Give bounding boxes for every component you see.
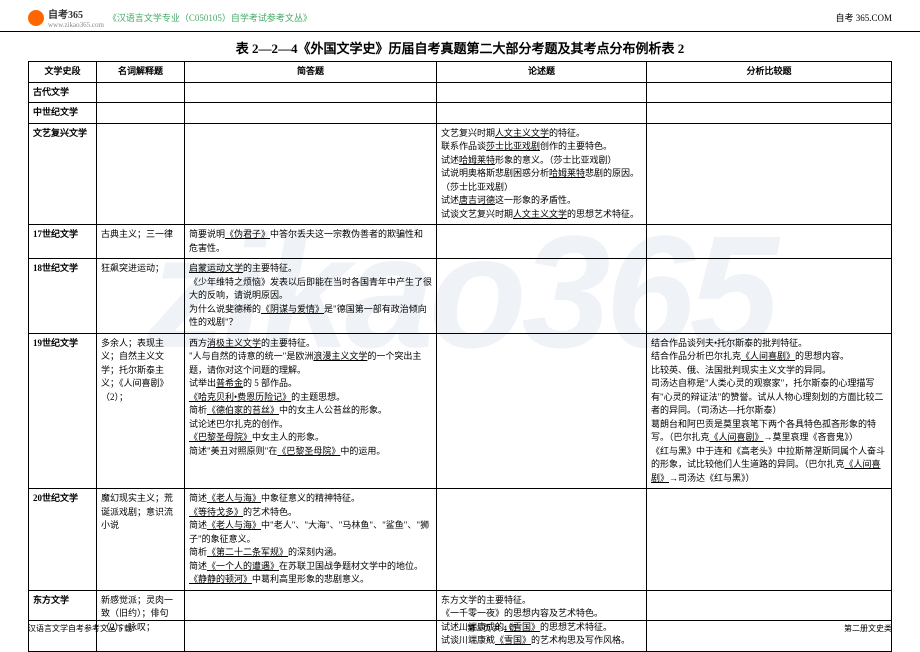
- col-header-3: 论述题: [437, 62, 647, 83]
- page-header: 自考365 www.zikao365.com 《汉语言文学专业（C050105）…: [0, 0, 920, 32]
- cell-terms: [97, 123, 185, 225]
- row-label: 20世纪文学: [29, 489, 97, 591]
- cell-compare: [647, 225, 892, 259]
- cell-compare: 结合作品谈列夫•托尔斯泰的批判特征。结合作品分析巴尔扎克《人间喜剧》的思想内容。…: [647, 333, 892, 489]
- cell-short: [185, 82, 437, 103]
- cell-short: 西方消极主义文学的主要特征。"人与自然的诗意的统一"是欧洲浪漫主义文学的一个突出…: [185, 333, 437, 489]
- main-title: 表 2—2—4《外国文学史》历届自考真题第二大部分考题及其考点分布例析表 2: [0, 32, 920, 61]
- cell-terms: [97, 103, 185, 124]
- header-right: 自考 365.COM: [835, 11, 892, 24]
- logo-area: 自考365 www.zikao365.com 《汉语言文学专业（C050105）…: [28, 6, 312, 29]
- table-row: 18世纪文学狂飙突进运动；启蒙运动文学的主要特征。《少年维特之烦恼》发表以后即能…: [29, 259, 892, 334]
- footer-right: 第二册文史类: [844, 623, 892, 643]
- logo-icon: [28, 10, 44, 26]
- cell-terms: 魔幻现实主义；荒诞派戏剧；意识流小说: [97, 489, 185, 591]
- cell-terms: 狂飙突进运动；: [97, 259, 185, 334]
- cell-essay: [437, 103, 647, 124]
- logo-text-wrap: 自考365 www.zikao365.com: [48, 6, 104, 29]
- footer-left: 汉语言文学自考参考文丛下载: [28, 623, 132, 643]
- logo-text: 自考365: [48, 10, 83, 21]
- row-label: 19世纪文学: [29, 333, 97, 489]
- table-row: 古代文学: [29, 82, 892, 103]
- cell-short: [185, 103, 437, 124]
- cell-essay: 文艺复兴时期人文主义文学的特征。联系作品谈莎士比亚戏剧创作的主要特色。试述哈姆莱…: [437, 123, 647, 225]
- cell-terms: 多余人；表现主义；自然主义文学；托尔斯泰主义；《人间喜剧》（2）；: [97, 333, 185, 489]
- cell-essay: [437, 225, 647, 259]
- page-footer: 汉语言文学自考参考文丛下载 —第 3 页 共 4 页 3 第二册文史类: [28, 620, 892, 643]
- row-label: 18世纪文学: [29, 259, 97, 334]
- cell-short: 启蒙运动文学的主要特征。《少年维特之烦恼》发表以后即能在当时各国青年中产生了很大…: [185, 259, 437, 334]
- col-header-0: 文学史段: [29, 62, 97, 83]
- table-row: 20世纪文学魔幻现实主义；荒诞派戏剧；意识流小说简述《老人与海》中象征意义的精神…: [29, 489, 892, 591]
- row-label: 中世纪文学: [29, 103, 97, 124]
- footer-center-top: —第 3 页 共 4 页: [459, 624, 517, 633]
- logo-sub: www.zikao365.com: [48, 21, 104, 29]
- cell-essay: [437, 82, 647, 103]
- cell-essay: [437, 333, 647, 489]
- table-row: 中世纪文学: [29, 103, 892, 124]
- row-label: 17世纪文学: [29, 225, 97, 259]
- cell-compare: [647, 123, 892, 225]
- table-header-row: 文学史段 名词解释题 简答题 论述题 分析比较题: [29, 62, 892, 83]
- doc-subject: 《汉语言文学专业（C050105）自学考试参考文丛》: [108, 11, 312, 24]
- cell-short: 简述《老人与海》中象征意义的精神特征。《等待戈多》的艺术特色。简述《老人与海》中…: [185, 489, 437, 591]
- col-header-2: 简答题: [185, 62, 437, 83]
- cell-compare: [647, 489, 892, 591]
- table-row: 19世纪文学多余人；表现主义；自然主义文学；托尔斯泰主义；《人间喜剧》（2）；西…: [29, 333, 892, 489]
- footer-center: —第 3 页 共 4 页 3: [132, 623, 844, 643]
- cell-essay: [437, 259, 647, 334]
- cell-compare: [647, 82, 892, 103]
- footer-center-bottom: 3: [486, 634, 490, 643]
- cell-compare: [647, 259, 892, 334]
- row-label: 古代文学: [29, 82, 97, 103]
- col-header-1: 名词解释题: [97, 62, 185, 83]
- cell-short: [185, 123, 437, 225]
- cell-terms: 古典主义；三一律: [97, 225, 185, 259]
- cell-terms: [97, 82, 185, 103]
- table-row: 文艺复兴文学 文艺复兴时期人文主义文学的特征。联系作品谈莎士比亚戏剧创作的主要特色…: [29, 123, 892, 225]
- table-row: 17世纪文学古典主义；三一律 简要说明《伪君子》中答尔丢夫这一宗教伪善者的欺骗性…: [29, 225, 892, 259]
- analysis-table: 文学史段 名词解释题 简答题 论述题 分析比较题 古代文学中世纪文学文艺复兴文学…: [28, 61, 892, 652]
- cell-essay: [437, 489, 647, 591]
- col-header-4: 分析比较题: [647, 62, 892, 83]
- cell-compare: [647, 103, 892, 124]
- cell-short: 简要说明《伪君子》中答尔丢夫这一宗教伪善者的欺骗性和危害性。: [185, 225, 437, 259]
- row-label: 文艺复兴文学: [29, 123, 97, 225]
